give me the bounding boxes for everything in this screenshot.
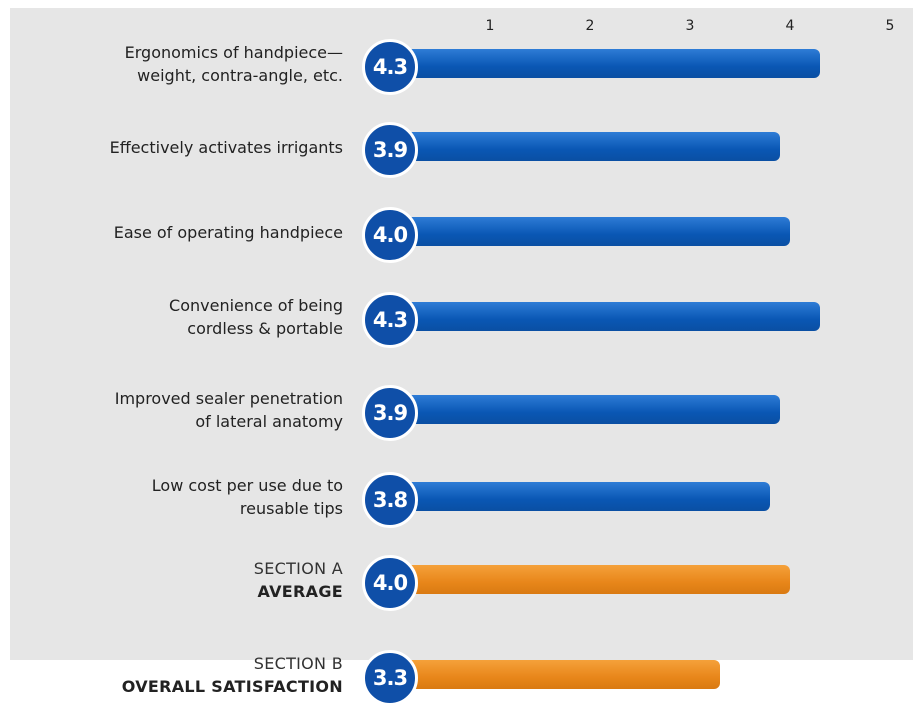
value-bar [396,132,780,161]
value-bar [396,302,820,331]
category-label-line: Ergonomics of handpiece— [124,43,343,62]
value-bar [396,49,820,78]
category-label-line: weight, contra-angle, etc. [137,66,343,85]
value-label-badge: 4.3 [362,39,418,95]
axis-tick-label: 3 [685,18,695,34]
axis-tick-label: 4 [785,18,795,34]
category-label-line: OVERALL SATISFACTION [121,677,343,696]
category-label-line: of lateral anatomy [195,412,343,431]
category-label: Low cost per use due to reusable tips [23,469,343,525]
bar-row: Ease of operating handpiece 4.0 [0,204,913,263]
category-label-line: Convenience of being [169,296,343,315]
category-label-line: cordless & portable [187,319,343,338]
category-label: Ergonomics of handpiece— weight, contra-a… [23,36,343,92]
bar-row: Low cost per use due to reusable tips 3.8 [0,469,913,528]
chart-background-panel [10,8,913,660]
category-label: SECTION B OVERALL SATISFACTION [23,647,343,703]
value-label-badge: 3.9 [362,385,418,441]
bar-row: Effectively activates irrigants 3.9 [0,119,913,178]
category-label-line: Ease of operating handpiece [113,222,343,242]
value-label-badge: 3.9 [362,122,418,178]
axis-tick-label: 2 [585,18,595,34]
category-label-line: SECTION A [253,559,343,578]
value-bar [396,217,790,246]
bar-row: SECTION A AVERAGE 4.0 [0,552,913,611]
category-label-line: Improved sealer penetration [114,389,343,408]
value-label-badge: 3.3 [362,650,418,706]
category-label: Effectively activates irrigants [23,119,343,175]
value-bar [396,395,780,424]
value-label-badge: 3.8 [362,472,418,528]
value-label-badge: 4.0 [362,207,418,263]
axis-tick-label: 1 [485,18,495,34]
value-bar [396,660,720,689]
value-bar [396,482,770,511]
bar-row: Convenience of being cordless & portable 4… [0,289,913,348]
value-label-badge: 4.3 [362,292,418,348]
axis-tick-label: 5 [885,18,895,34]
category-label-line: AVERAGE [257,582,343,601]
category-label-line: reusable tips [239,499,343,518]
category-label-line: SECTION B [253,654,343,673]
value-bar [396,565,790,594]
bar-row: Improved sealer penetration of lateral an… [0,382,913,441]
value-label-badge: 4.0 [362,555,418,611]
bar-row: SECTION B OVERALL SATISFACTION 3.3 [0,647,913,706]
category-label: Improved sealer penetration of lateral an… [23,382,343,438]
category-label: SECTION A AVERAGE [23,552,343,608]
category-label-line: Effectively activates irrigants [109,137,343,157]
category-label: Ease of operating handpiece [23,204,343,260]
bar-row: Ergonomics of handpiece— weight, contra-a… [0,36,913,95]
category-label: Convenience of being cordless & portable [23,289,343,345]
value-axis: 1 2 3 4 5 [0,0,913,40]
category-label-line: Low cost per use due to [151,476,343,495]
